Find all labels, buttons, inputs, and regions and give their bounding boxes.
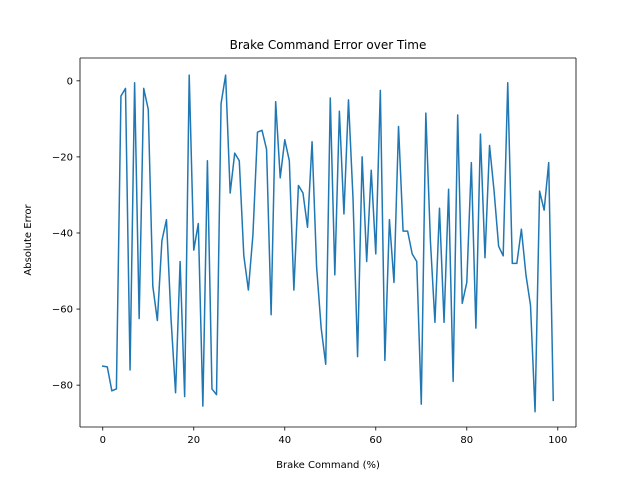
x-tick-label: 0 <box>100 435 106 446</box>
plot-area: 0 20 40 60 80 100 0 −20 −40 −60 −80 <box>52 57 577 446</box>
x-tick-label: 60 <box>369 435 382 446</box>
chart-title: Brake Command Error over Time <box>230 38 427 52</box>
x-tick-label: 80 <box>460 435 473 446</box>
series-line-0 <box>101 74 555 413</box>
x-tick-label: 20 <box>187 435 200 446</box>
y-tick-label: 0 <box>67 76 73 87</box>
y-tick-label: −20 <box>52 152 73 163</box>
y-axis-label: Absolute Error <box>23 203 34 275</box>
x-axis-label: Brake Command (%) <box>276 460 380 471</box>
x-tick-label: 100 <box>548 435 567 446</box>
x-tick-label: 40 <box>278 435 291 446</box>
y-tick-label: −40 <box>52 228 73 239</box>
y-tick-label: −60 <box>52 305 73 316</box>
y-tick-label: −80 <box>52 381 73 392</box>
